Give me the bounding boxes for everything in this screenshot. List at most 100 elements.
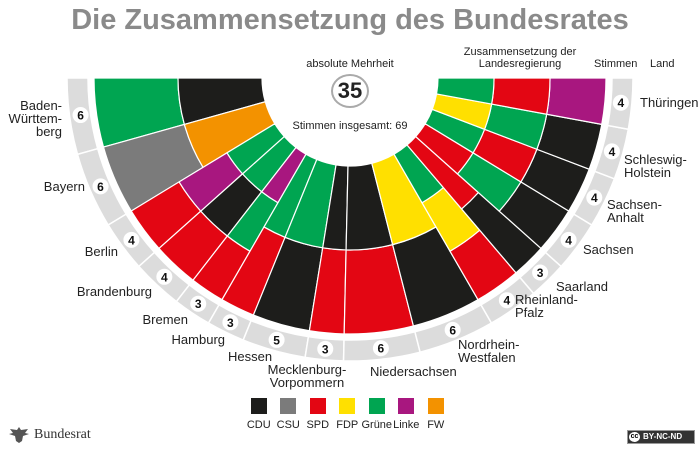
coalition-band-gruene: [435, 77, 495, 105]
legend-label: Grüne: [361, 419, 393, 431]
land-label-line: Rheinland-: [515, 292, 578, 307]
land-label-line: Westfalen: [458, 350, 516, 365]
cc-icon: cc: [629, 432, 640, 442]
legend-item-spd: SPD: [303, 398, 333, 431]
land-label-line: Bayern: [44, 179, 85, 194]
land-label: Schleswig-Holstein: [624, 152, 687, 180]
votes-count: 3: [227, 316, 234, 330]
land-label: Sachsen: [583, 242, 634, 257]
eagle-icon: [9, 427, 29, 443]
votes-count: 6: [449, 323, 456, 337]
votes-badge: [560, 231, 577, 248]
land-wedge-bremen: 3 Bremen: [142, 146, 307, 327]
total-votes-label: Stimmen insgesamt: 69: [292, 120, 408, 132]
votes-badge: [222, 314, 239, 331]
legend-label: Linke: [393, 419, 420, 431]
land-label: Nordrhein-Westfalen: [458, 337, 519, 365]
land-label-line: Hamburg: [172, 332, 225, 347]
votes-count: 6: [77, 109, 84, 123]
land-label-line: Niedersachsen: [370, 364, 457, 379]
votes-badge: [586, 189, 603, 206]
votes-count: 4: [504, 294, 511, 308]
land-label: Baden-Württem-berg: [9, 98, 62, 139]
page-title: Die Zusammensetzung des Bundesrates: [71, 4, 629, 36]
land-wedge-mecklenburg-vorpommern: 3 Mecklenburg-Vorpommern: [268, 164, 349, 390]
land-label: Hamburg: [172, 332, 225, 347]
land-label: Berlin: [85, 244, 118, 259]
land-label-line: Württem-: [9, 111, 62, 126]
votes-count: 3: [322, 342, 329, 356]
votes-column-header: Stimmen: [594, 58, 638, 70]
land-label-line: Nordrhein-: [458, 337, 519, 352]
legend-label: CSU: [276, 419, 300, 431]
votes-count: 4: [161, 270, 168, 284]
votes-badge: [92, 178, 109, 195]
land-wedge-rheinland-pfalz: 4 Rheinland-Pfalz: [393, 144, 578, 325]
land-label: Niedersachsen: [370, 364, 457, 379]
legend-item-fw: FW: [421, 398, 451, 431]
land-wedge-sachsen: 4 Sachsen: [414, 122, 634, 268]
land-label-line: Mecklenburg-: [268, 362, 347, 377]
cc-license-badge: cc BY-NC-ND: [627, 430, 695, 444]
legend-item-fdp: FDP: [333, 398, 363, 431]
party-legend: CDU CSU SPD FDP Grüne Linke FW: [244, 398, 451, 431]
land-label-line: Vorpommern: [270, 375, 344, 390]
land-wedge-niedersachsen: 6 Niedersachsen: [342, 162, 457, 379]
legend-item-linke: Linke: [392, 398, 422, 431]
legend-swatch: [309, 398, 326, 414]
bundesrat-logo: Bundesrat: [8, 426, 91, 444]
land-label-line: Saarland: [556, 279, 608, 294]
votes-badge: [532, 264, 549, 281]
votes-count: 4: [618, 96, 625, 110]
land-label: Mecklenburg-Vorpommern: [268, 362, 347, 390]
land-label-line: Sachsen: [583, 242, 634, 257]
land-wedge-saarland: 3 Saarland: [406, 135, 608, 295]
land-label: Hessen: [228, 349, 272, 364]
votes-badge: [612, 94, 629, 111]
land-label: Brandenburg: [77, 284, 152, 299]
land-label: Sachsen-Anhalt: [607, 197, 662, 225]
votes-count: 3: [537, 266, 544, 280]
votes-badge: [123, 231, 140, 248]
legend-swatch: [339, 398, 356, 414]
votes-badge: [156, 268, 173, 285]
legend-swatch: [398, 398, 415, 414]
votes-badge: [72, 107, 89, 124]
land-label: Rheinland-Pfalz: [515, 292, 578, 320]
land-label-line: Brandenburg: [77, 284, 152, 299]
land-label-line: Anhalt: [607, 210, 644, 225]
votes-count: 5: [273, 333, 280, 347]
land-label-line: Schleswig-: [624, 152, 687, 167]
land-label-line: Sachsen-: [607, 197, 662, 212]
legend-swatch: [368, 398, 385, 414]
legend-swatch: [250, 398, 267, 414]
legend-item-cdu: CDU: [244, 398, 274, 431]
legend-label: CDU: [246, 419, 271, 431]
land-label: Bayern: [44, 179, 85, 194]
land-wedge-berlin: 4 Berlin: [85, 122, 286, 268]
legend-item-csu: CSU: [274, 398, 304, 431]
votes-count: 6: [97, 180, 104, 194]
votes-badge: [444, 321, 461, 338]
land-label-line: Pfalz: [515, 305, 544, 320]
land-label: Thüringen: [640, 95, 699, 110]
legend-swatch: [280, 398, 297, 414]
votes-count: 4: [609, 145, 616, 159]
land-wedge-bayern: 6 Bayern: [44, 101, 276, 227]
legend-item-gruene: Grüne: [361, 398, 393, 431]
majority-label: absolute Mehrheit: [306, 58, 394, 70]
land-wedge-thüringen: 4 Thüringen: [435, 77, 699, 131]
coalition-column-header: Zusammensetzung der Landesregierung: [463, 46, 577, 70]
votes-badge: [498, 292, 515, 309]
votes-badge: [190, 295, 207, 312]
land-label-line: Holstein: [624, 165, 671, 180]
land-label-line: Hessen: [228, 349, 272, 364]
land-label-line: Thüringen: [640, 95, 699, 110]
logo-text: Bundesrat: [34, 427, 91, 442]
land-label: Saarland: [556, 279, 608, 294]
legend-label: FW: [427, 419, 445, 431]
legend-label: FDP: [336, 419, 359, 431]
